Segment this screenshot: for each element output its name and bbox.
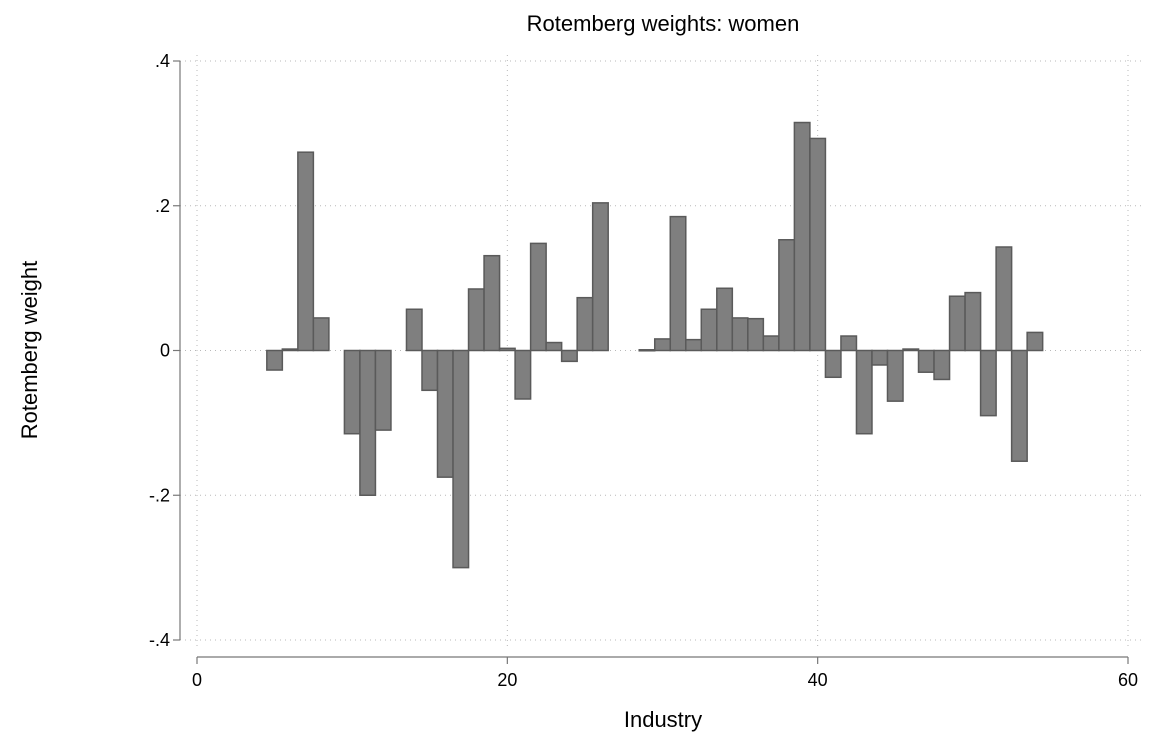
bar [576, 296, 594, 352]
bar [312, 317, 330, 352]
bar [762, 335, 780, 352]
y-axis-title: Rotemberg weight [17, 261, 42, 440]
bar [933, 349, 951, 381]
bar [514, 349, 532, 400]
y-tick-label: -.4 [149, 630, 170, 650]
bar [948, 295, 966, 352]
x-tick-label: 60 [1118, 670, 1138, 690]
bar [483, 254, 501, 352]
bar [591, 202, 609, 352]
bar [560, 349, 578, 363]
bar [731, 317, 749, 352]
x-tick-label: 0 [192, 670, 202, 690]
y-tick-label: .4 [155, 51, 170, 71]
bar [669, 215, 687, 352]
axes: -.4 -.2 0 .2 .4 0 20 40 60 [149, 51, 1138, 690]
bar [638, 349, 656, 352]
bar [902, 348, 920, 352]
bars [266, 121, 1044, 569]
bar [840, 335, 858, 352]
bar [436, 349, 454, 478]
bar [405, 308, 423, 352]
bar [793, 121, 811, 352]
bar [995, 246, 1013, 352]
bar [498, 347, 516, 352]
bar [343, 349, 361, 435]
x-axis-title: Industry [624, 707, 702, 732]
bar [1010, 349, 1028, 462]
bar [809, 137, 827, 352]
bar [747, 317, 765, 352]
bar [297, 151, 315, 352]
bar [359, 349, 377, 496]
bar [886, 349, 904, 402]
chart-title: Rotemberg weights: women [527, 11, 800, 36]
bar [467, 288, 485, 352]
bar [266, 349, 284, 371]
bar [778, 239, 796, 352]
bar [545, 341, 563, 352]
x-tick-label: 20 [497, 670, 517, 690]
y-tick-label: .2 [155, 196, 170, 216]
bar [529, 242, 547, 352]
bar [452, 349, 470, 569]
bar [685, 338, 703, 352]
bar [917, 349, 935, 373]
bar [855, 349, 873, 435]
bar [824, 349, 842, 379]
bar [653, 338, 672, 352]
y-tick-label: -.2 [149, 485, 170, 505]
x-tick-label: 40 [808, 670, 828, 690]
bar [1026, 331, 1044, 352]
bar [421, 349, 439, 392]
bar [716, 287, 734, 352]
bar [871, 349, 889, 366]
y-tick-label: 0 [160, 341, 170, 361]
bar [979, 349, 997, 417]
bar [964, 291, 982, 352]
bar [374, 349, 392, 431]
bar [281, 348, 299, 352]
bar [700, 308, 718, 352]
